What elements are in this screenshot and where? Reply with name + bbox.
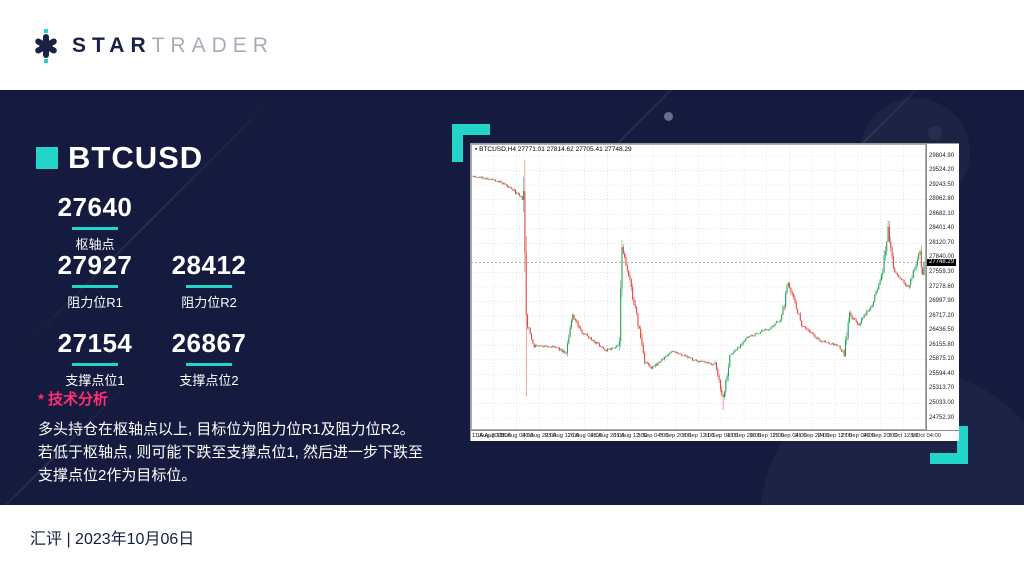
teal-underline — [72, 227, 118, 230]
price-tick-label: 25875.10 — [929, 356, 955, 363]
time-tick-label: 26 Aug 04:00 — [567, 433, 602, 439]
chart-ohlc-title: ▪ BTCUSD,H4 27771.01 27814.62 27705.41 2… — [475, 146, 632, 153]
level-r1: 27927 阻力位R1 — [40, 250, 150, 311]
level-r2-value: 28412 — [171, 250, 247, 280]
symbol-title: BTCUSD — [68, 140, 204, 175]
level-r2-label: 阻力位R2 — [181, 295, 237, 310]
header: STAR TRADER — [0, 0, 1024, 90]
time-tick-label: 20 Aug 20:00 — [522, 433, 557, 439]
time-tick-label: 21 Sep 20:00 — [795, 433, 830, 439]
analysis-line: 支撑点位2作为目标位。 — [38, 467, 197, 484]
mt4-candlestick-chart[interactable]: ▪ BTCUSD,H4 27771.01 27814.62 27705.41 2… — [470, 143, 959, 441]
pivot-block: 27640 枢轴点 — [40, 192, 150, 253]
price-tick-label: 27840.00 — [929, 254, 955, 261]
time-tick-label: 15 Aug 12:00 — [476, 433, 511, 439]
logo-teal-dot-bottom — [44, 59, 48, 63]
price-tick-label: 28401.40 — [929, 225, 955, 232]
time-tick-label: 5 Sep 20:00 — [660, 433, 692, 439]
teal-underline — [186, 285, 232, 288]
time-tick-label: 19 Sep 04:00 — [772, 433, 807, 439]
corner-bracket-bottom-right — [930, 426, 968, 464]
level-s2-label: 支撑点位2 — [179, 373, 239, 388]
price-tick-label: 29524.20 — [929, 167, 955, 174]
level-r1-value: 27927 — [57, 250, 133, 280]
level-s2: 26867 支撑点位2 — [154, 328, 264, 389]
time-tick-label: 3 Sep 04:00 — [637, 433, 669, 439]
price-tick-label: 27559.30 — [929, 268, 955, 275]
candles-plot — [471, 144, 926, 430]
teal-square-bullet — [36, 147, 58, 169]
price-tick-label: 24752.30 — [929, 414, 955, 421]
time-tick-label: 27 Sep 04:00 — [840, 433, 876, 439]
time-tick-label: 18 Aug 04:00 — [499, 433, 534, 439]
time-tick-label: 2 Oct 12:00 — [888, 433, 919, 439]
price-tick-label: 25033.00 — [929, 399, 955, 406]
price-tick-label: 28682.10 — [929, 210, 955, 217]
analysis-title: * 技术分析 — [38, 391, 109, 408]
technical-analysis: * 技术分析 多头持仓在枢轴点以上, 目标位为阻力位R1及阻力位R2。 若低于枢… — [38, 388, 458, 487]
corner-bracket-top-left — [452, 124, 490, 162]
price-tick-label: 27278.60 — [929, 283, 955, 290]
main-panel: BTCUSD 27640 枢轴点 27927 阻力位R1 28412 阻力位R2… — [0, 90, 1024, 505]
price-tick-label: 25313.70 — [929, 385, 955, 392]
crater-decor — [928, 126, 942, 140]
logo: STAR TRADER — [30, 29, 274, 63]
analysis-line: 多头持仓在枢轴点以上, 目标位为阻力位R1及阻力位R2。 — [38, 421, 415, 438]
time-axis: 11 Aug 2023 15 Aug 12:00 18 Aug 04:00 20 Au… — [471, 430, 959, 441]
logo-text-star: STAR — [72, 34, 152, 57]
price-axis: 29804.90 29524.20 29243.50 28962.80 28682.10… — [926, 144, 959, 430]
level-r1-label: 阻力位R1 — [67, 295, 123, 310]
time-tick-label: 28 Aug 20:00 — [590, 433, 625, 439]
time-tick-label: 23 Aug 12:00 — [544, 433, 580, 439]
current-price-tag: 27748.29 — [927, 258, 957, 266]
price-tick-label: 25594.40 — [929, 370, 955, 377]
time-tick-label: 8 Sep 12:00 — [682, 433, 715, 439]
time-tick-label: 13 Sep 20:00 — [726, 433, 762, 439]
star-asterisk-icon — [35, 29, 57, 63]
teal-underline — [72, 285, 118, 288]
level-r2: 28412 阻力位R2 — [154, 250, 264, 311]
price-tick-label: 26155.80 — [929, 341, 955, 348]
price-tick-label: 28120.70 — [929, 239, 955, 246]
time-tick-label: 24 Sep 12:00 — [817, 433, 853, 439]
footer-date: 汇评 | 2023年10月06日 — [30, 531, 195, 548]
level-s1: 27154 支撑点位1 — [40, 328, 150, 389]
analysis-line: 若低于枢轴点, 则可能下跌至支撑点位1, 然后进一步下跌至 — [38, 444, 424, 461]
price-tick-label: 26717.20 — [929, 312, 955, 319]
level-s2-value: 26867 — [171, 328, 247, 358]
teal-underline — [186, 363, 232, 366]
time-tick-label: 11 Aug 2023 — [472, 433, 505, 439]
time-tick-label: 5 Oct 04:00 — [911, 433, 941, 439]
symbol-heading: BTCUSD — [36, 140, 203, 176]
level-s1-label: 支撑点位1 — [65, 373, 125, 388]
level-s1-value: 27154 — [57, 328, 133, 358]
time-tick-label: 31 Aug 12:00 — [613, 433, 648, 439]
price-tick-label: 28962.80 — [929, 196, 955, 203]
pivot-value: 27640 — [57, 192, 133, 222]
time-tick-label: 29 Sep 20:00 — [863, 433, 898, 439]
time-tick-label: 11 Sep 04:00 — [704, 433, 739, 439]
teal-underline — [72, 363, 118, 366]
price-tick-label: 26436.50 — [929, 327, 955, 334]
time-tick-label: 16 Sep 12:00 — [749, 433, 785, 439]
logo-text-trader: TRADER — [151, 34, 274, 57]
footer: 汇评 | 2023年10月06日 — [0, 505, 1024, 576]
price-tick-label: 29243.50 — [929, 181, 955, 188]
logo-teal-dot-top — [44, 29, 48, 33]
price-tick-label: 26997.90 — [929, 298, 955, 305]
pivot-label: 枢轴点 — [75, 237, 115, 252]
levels-grid: 27927 阻力位R1 28412 阻力位R2 27154 支撑点位1 2686… — [40, 250, 264, 389]
dot-decor — [664, 112, 673, 121]
price-tick-label: 29804.90 — [929, 152, 955, 159]
